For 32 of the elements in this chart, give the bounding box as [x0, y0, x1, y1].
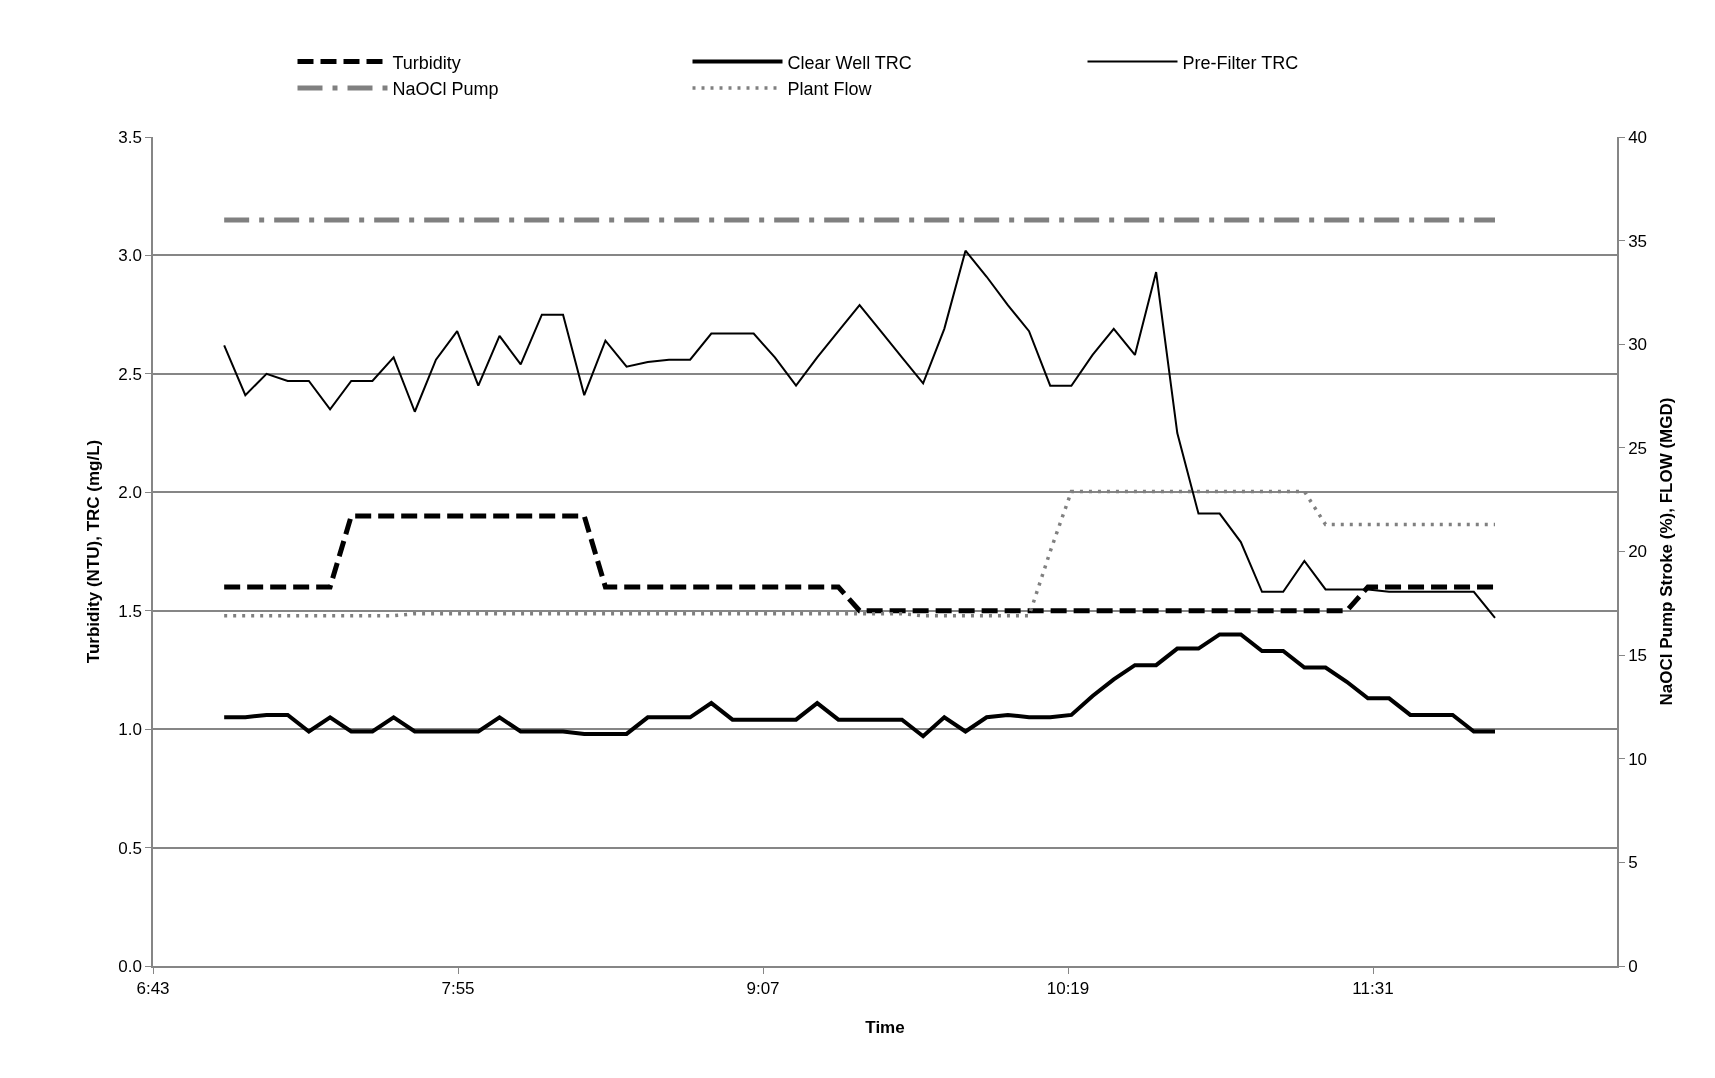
line-series	[222, 632, 1497, 739]
y-tick-label: 2.5	[118, 364, 142, 384]
x-axis-title: Time	[865, 1018, 905, 1038]
x-tick-label: 9:07	[746, 979, 780, 999]
y-tick-label: 0.0	[118, 956, 142, 976]
y2-tick-label: 25	[1628, 438, 1648, 458]
y-tick-label: 1.5	[118, 601, 142, 621]
x-tick-label: 10:19	[1046, 979, 1090, 999]
y2-tick-label: 0	[1628, 956, 1638, 976]
y2-tick-label: 5	[1628, 853, 1638, 873]
x-tick-label: 7:55	[441, 979, 475, 999]
legend-label: Turbidity	[392, 52, 461, 73]
y-tick-label: 3.5	[118, 127, 142, 147]
legend-label: Pre-Filter TRC	[1182, 52, 1299, 73]
line-series	[223, 249, 1496, 619]
y-axis-title: Turbidity (NTU), TRC (mg/L)	[84, 439, 104, 664]
y2-tick-label: 35	[1628, 231, 1648, 251]
y2-tick-label: 15	[1628, 646, 1648, 666]
x-tick-label: 11:31	[1352, 979, 1394, 999]
y2-tick-label: 30	[1628, 335, 1648, 355]
y2-tick-label: 20	[1628, 542, 1648, 562]
legend-label: NaOCl Pump	[392, 78, 499, 99]
y-tick-label: 0.5	[118, 838, 142, 858]
x-tick-label: 6:43	[136, 979, 170, 999]
y2-tick-label: 40	[1628, 127, 1648, 147]
legend-label: Plant Flow	[787, 78, 873, 99]
y2-axis-title: NaOCl Pump Stroke (%), FLOW (MGD)	[1656, 397, 1676, 706]
legend-label: Clear Well TRC	[787, 52, 912, 73]
y-tick-label: 3.0	[118, 246, 142, 266]
y2-tick-label: 10	[1628, 749, 1648, 769]
y-tick-label: 1.0	[118, 720, 142, 740]
y-tick-label: 2.0	[118, 483, 142, 503]
